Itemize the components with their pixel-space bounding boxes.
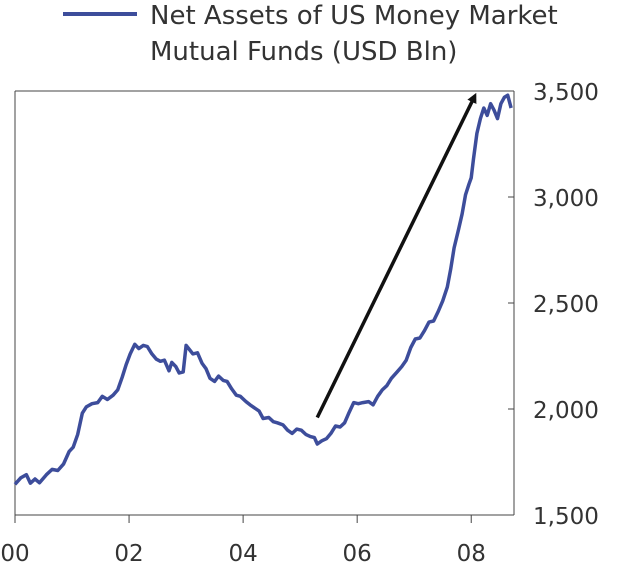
x-tick-label: 04 xyxy=(228,541,257,564)
legend-label-line2: Mutual Funds (USD Bln) xyxy=(150,37,457,67)
series-line xyxy=(13,93,513,486)
x-tick-label: 06 xyxy=(343,541,372,564)
y-tick-label: 2,000 xyxy=(533,398,599,424)
y-tick-label: 3,500 xyxy=(533,80,599,106)
y-tick-label: 3,000 xyxy=(533,186,599,212)
x-tick-label: 02 xyxy=(114,541,143,564)
y-tick-label: 2,500 xyxy=(533,292,599,318)
x-tick-label: 00 xyxy=(0,541,29,564)
annotation-layer xyxy=(315,92,477,419)
y-axis-ticks: 1,500 2,000 2,500 3,000 3,500 xyxy=(508,80,599,530)
x-tick-label: 08 xyxy=(457,541,486,564)
x-axis-ticks: 00 02 04 06 08 xyxy=(0,515,486,564)
legend: Net Assets of US Money Market Mutual Fun… xyxy=(63,1,558,67)
plot-area xyxy=(14,90,515,516)
series-layer xyxy=(13,93,513,486)
y-tick-label: 1,500 xyxy=(533,504,599,530)
legend-label-line1: Net Assets of US Money Market xyxy=(150,1,558,31)
trend-arrow xyxy=(315,92,477,419)
